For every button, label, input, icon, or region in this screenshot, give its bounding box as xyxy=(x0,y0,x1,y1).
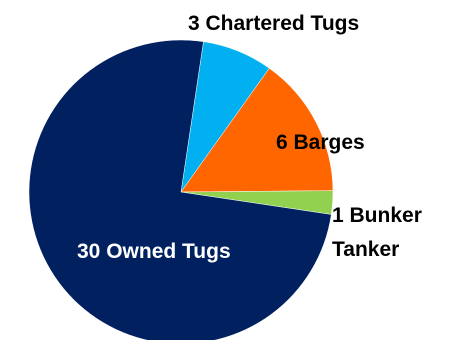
pie-labels: 3 Chartered Tugs 6 Barges 1 Bunker Tanke… xyxy=(77,12,422,263)
slice-label-chartered-tugs: 3 Chartered Tugs xyxy=(188,12,359,35)
slice-barges xyxy=(180,67,334,193)
pie-slices xyxy=(28,39,334,340)
slice-label-barges: 6 Barges xyxy=(276,131,365,154)
slice-label-bunker-tanker-line1: 1 Bunker xyxy=(332,204,422,227)
slice-label-bunker-tanker-line2: Tanker xyxy=(332,238,399,261)
slice-label-owned-tugs: 30 Owned Tugs xyxy=(77,240,231,263)
slice-owned-tugs xyxy=(28,39,332,340)
